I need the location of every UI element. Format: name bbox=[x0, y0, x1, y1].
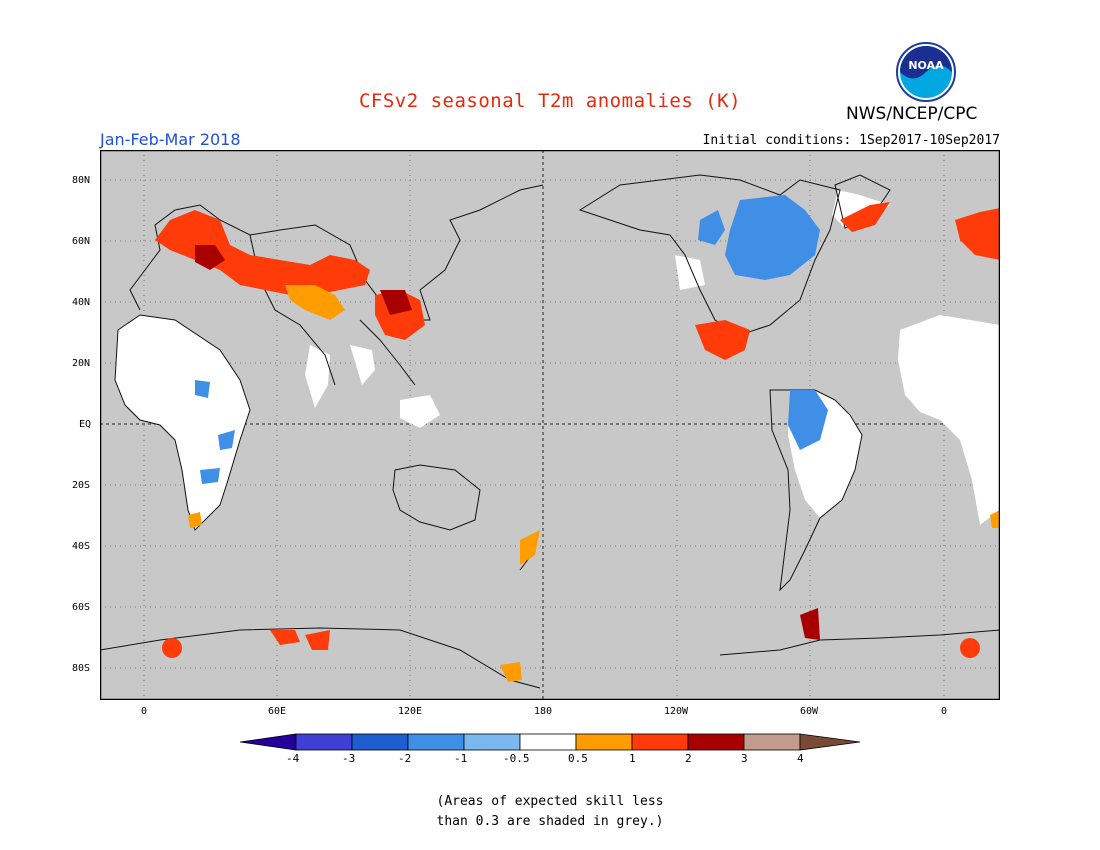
agency-label: NWS/NCEP/CPC bbox=[846, 104, 978, 124]
colorbar-swatch bbox=[351, 733, 409, 751]
lon-label: 120W bbox=[664, 706, 689, 717]
lat-label: 60S bbox=[72, 602, 91, 613]
lat-label: 20S bbox=[72, 480, 91, 491]
colorbar-swatch bbox=[631, 733, 689, 751]
lat-label: 40S bbox=[72, 541, 91, 552]
colorbar-swatch bbox=[407, 733, 465, 751]
map-frame bbox=[99, 149, 1001, 701]
forecast-period: Jan-Feb-Mar 2018 bbox=[100, 130, 241, 149]
colorbar-label: -3 bbox=[342, 752, 356, 765]
lat-label: 80N bbox=[72, 175, 91, 186]
warm-anomalies bbox=[155, 202, 1000, 682]
colorbar-label: 3 bbox=[741, 752, 748, 765]
lon-label: 0 bbox=[141, 706, 148, 717]
map-canvas bbox=[99, 149, 1001, 701]
lat-label: EQ bbox=[79, 419, 92, 430]
colorbar bbox=[240, 733, 860, 751]
lat-label: 80S bbox=[72, 663, 91, 674]
logo-text: NOAA bbox=[908, 59, 944, 72]
skill-areas bbox=[115, 190, 1000, 530]
colorbar-swatch bbox=[799, 733, 860, 751]
colorbar-label: -4 bbox=[286, 752, 300, 765]
colorbar-label: 2 bbox=[685, 752, 692, 765]
footnote: (Areas of expected skill less than 0.3 a… bbox=[0, 792, 1100, 832]
lon-label: 120E bbox=[398, 706, 423, 717]
lat-label: 60N bbox=[72, 236, 91, 247]
map-gridlines bbox=[100, 150, 1000, 700]
lat-label: 20N bbox=[72, 358, 91, 369]
colorbar-swatch bbox=[295, 733, 353, 751]
lon-label: 180 bbox=[534, 706, 553, 717]
lon-label: 60E bbox=[268, 706, 287, 717]
noaa-logo: NOAA bbox=[896, 42, 956, 102]
lon-label: 60W bbox=[800, 706, 819, 717]
colorbar-label: -0.5 bbox=[503, 752, 530, 765]
colorbar-swatch bbox=[687, 733, 745, 751]
colorbar-label: 0.5 bbox=[568, 752, 588, 765]
map-panel bbox=[99, 149, 1001, 701]
colorbar-swatch bbox=[519, 733, 577, 751]
colorbar-label: -2 bbox=[398, 752, 412, 765]
cool-anomalies bbox=[195, 195, 828, 484]
map-title: CFSv2 seasonal T2m anomalies (K) bbox=[358, 90, 742, 112]
colorbar-label: 1 bbox=[629, 752, 636, 765]
initial-conditions: Initial conditions: 1Sep2017-10Sep2017 bbox=[702, 133, 1000, 148]
colorbar-swatch bbox=[240, 733, 297, 751]
colorbar-swatch bbox=[743, 733, 801, 751]
colorbar-label: 4 bbox=[797, 752, 804, 765]
colorbar-label: -1 bbox=[454, 752, 468, 765]
colorbar-swatch bbox=[463, 733, 521, 751]
footnote-line: (Areas of expected skill less bbox=[436, 794, 664, 809]
lat-label: 40N bbox=[72, 297, 91, 308]
lon-label: 0 bbox=[941, 706, 948, 717]
footnote-line: than 0.3 are shaded in grey.) bbox=[436, 814, 664, 829]
colorbar-swatch bbox=[575, 733, 633, 751]
